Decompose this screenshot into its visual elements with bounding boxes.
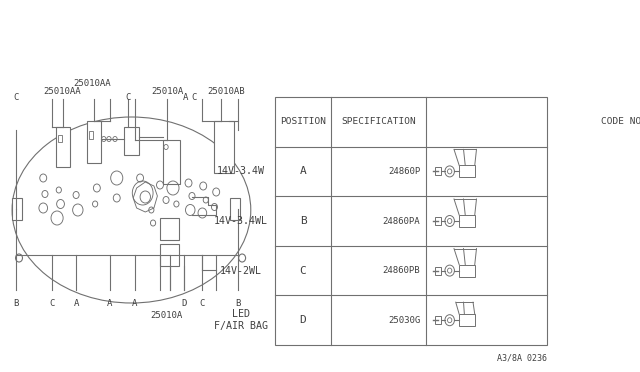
Text: CODE NO.: CODE NO. bbox=[602, 117, 640, 126]
Text: 25010AB: 25010AB bbox=[208, 87, 245, 96]
Text: B: B bbox=[13, 299, 19, 308]
Text: C: C bbox=[125, 93, 131, 102]
Bar bbox=[230, 198, 241, 220]
Bar bbox=[214, 121, 234, 173]
Bar bbox=[275, 97, 547, 345]
Circle shape bbox=[445, 315, 454, 326]
Text: 25010A: 25010A bbox=[150, 311, 182, 320]
Bar bbox=[12, 198, 22, 220]
Bar bbox=[435, 267, 441, 275]
Bar bbox=[124, 127, 140, 155]
Bar bbox=[87, 121, 101, 163]
Bar bbox=[160, 218, 179, 240]
Circle shape bbox=[445, 215, 454, 227]
Text: 14V-3.4WL: 14V-3.4WL bbox=[214, 216, 268, 226]
Text: 14V-2WL: 14V-2WL bbox=[220, 266, 262, 276]
Text: A: A bbox=[74, 299, 79, 308]
Bar bbox=[435, 167, 441, 176]
Bar bbox=[89, 131, 93, 139]
Text: C: C bbox=[200, 299, 205, 308]
Text: 25010A: 25010A bbox=[152, 87, 184, 96]
Bar bbox=[459, 314, 475, 326]
Text: 14V-3.4W: 14V-3.4W bbox=[217, 166, 265, 176]
Text: C: C bbox=[300, 266, 307, 276]
Bar bbox=[435, 316, 441, 324]
Circle shape bbox=[445, 166, 454, 177]
Bar bbox=[56, 127, 70, 167]
Text: B: B bbox=[300, 216, 307, 226]
Text: D: D bbox=[300, 315, 307, 325]
Text: B: B bbox=[235, 299, 241, 308]
Bar bbox=[160, 244, 179, 266]
Text: 25010AA: 25010AA bbox=[44, 87, 81, 96]
Text: 24860PA: 24860PA bbox=[383, 217, 420, 225]
Text: D: D bbox=[182, 299, 187, 308]
Bar bbox=[163, 140, 180, 184]
Text: LED
F/AIR BAG: LED F/AIR BAG bbox=[214, 310, 268, 331]
Text: C: C bbox=[191, 93, 196, 102]
Bar bbox=[459, 215, 475, 227]
Text: 24860P: 24860P bbox=[388, 167, 420, 176]
Text: SPECIFICATION: SPECIFICATION bbox=[341, 117, 416, 126]
Text: C: C bbox=[13, 93, 19, 102]
Text: A: A bbox=[132, 299, 138, 308]
Bar bbox=[459, 264, 475, 277]
Text: 25010AA: 25010AA bbox=[74, 78, 111, 87]
Circle shape bbox=[445, 265, 454, 276]
Text: A: A bbox=[107, 299, 113, 308]
Text: A: A bbox=[182, 93, 188, 102]
Bar bbox=[58, 135, 62, 142]
Bar bbox=[435, 217, 441, 225]
Text: C: C bbox=[49, 299, 54, 308]
Bar bbox=[459, 166, 475, 177]
Text: POSITION: POSITION bbox=[280, 117, 326, 126]
Text: A3/8A 0236: A3/8A 0236 bbox=[497, 353, 547, 362]
Text: 25030G: 25030G bbox=[388, 316, 420, 325]
Text: A: A bbox=[300, 166, 307, 176]
Text: 24860PB: 24860PB bbox=[383, 266, 420, 275]
